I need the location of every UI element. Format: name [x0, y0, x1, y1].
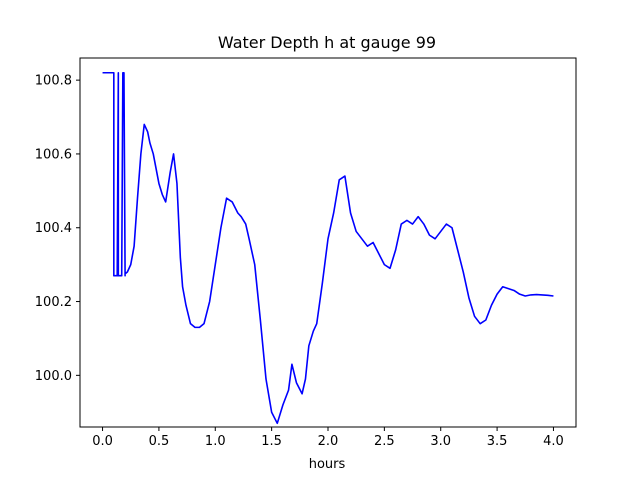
x-tick-label: 3.5 [487, 434, 508, 449]
y-tick-label: 100.2 [35, 295, 72, 310]
chart-title: Water Depth h at gauge 99 [218, 33, 436, 52]
x-tick-label: 0.0 [92, 434, 113, 449]
y-tick-label: 100.8 [35, 74, 72, 89]
x-tick-label: 2.5 [374, 434, 395, 449]
x-tick-label: 1.0 [205, 434, 226, 449]
y-tick-label: 100.4 [35, 221, 72, 236]
plot-area [102, 71, 554, 425]
y-tick-label: 100.6 [35, 147, 72, 162]
y-tick-label: 100.0 [35, 369, 72, 384]
x-tick-label: 0.5 [149, 434, 170, 449]
x-tick-label: 4.0 [543, 434, 564, 449]
x-axis: 0.0 0.5 1.0 1.5 2.0 2.5 3.0 3.5 4.0 [92, 427, 564, 449]
series-line-0 [102, 71, 554, 425]
x-tick-label: 1.5 [261, 434, 282, 449]
x-tick-label: 2.0 [318, 434, 339, 449]
axes-frame [79, 57, 577, 428]
x-tick-label: 3.0 [430, 434, 451, 449]
x-axis-label: hours [309, 457, 346, 472]
y-axis: 100.0 100.2 100.4 100.6 100.8 [35, 74, 80, 384]
